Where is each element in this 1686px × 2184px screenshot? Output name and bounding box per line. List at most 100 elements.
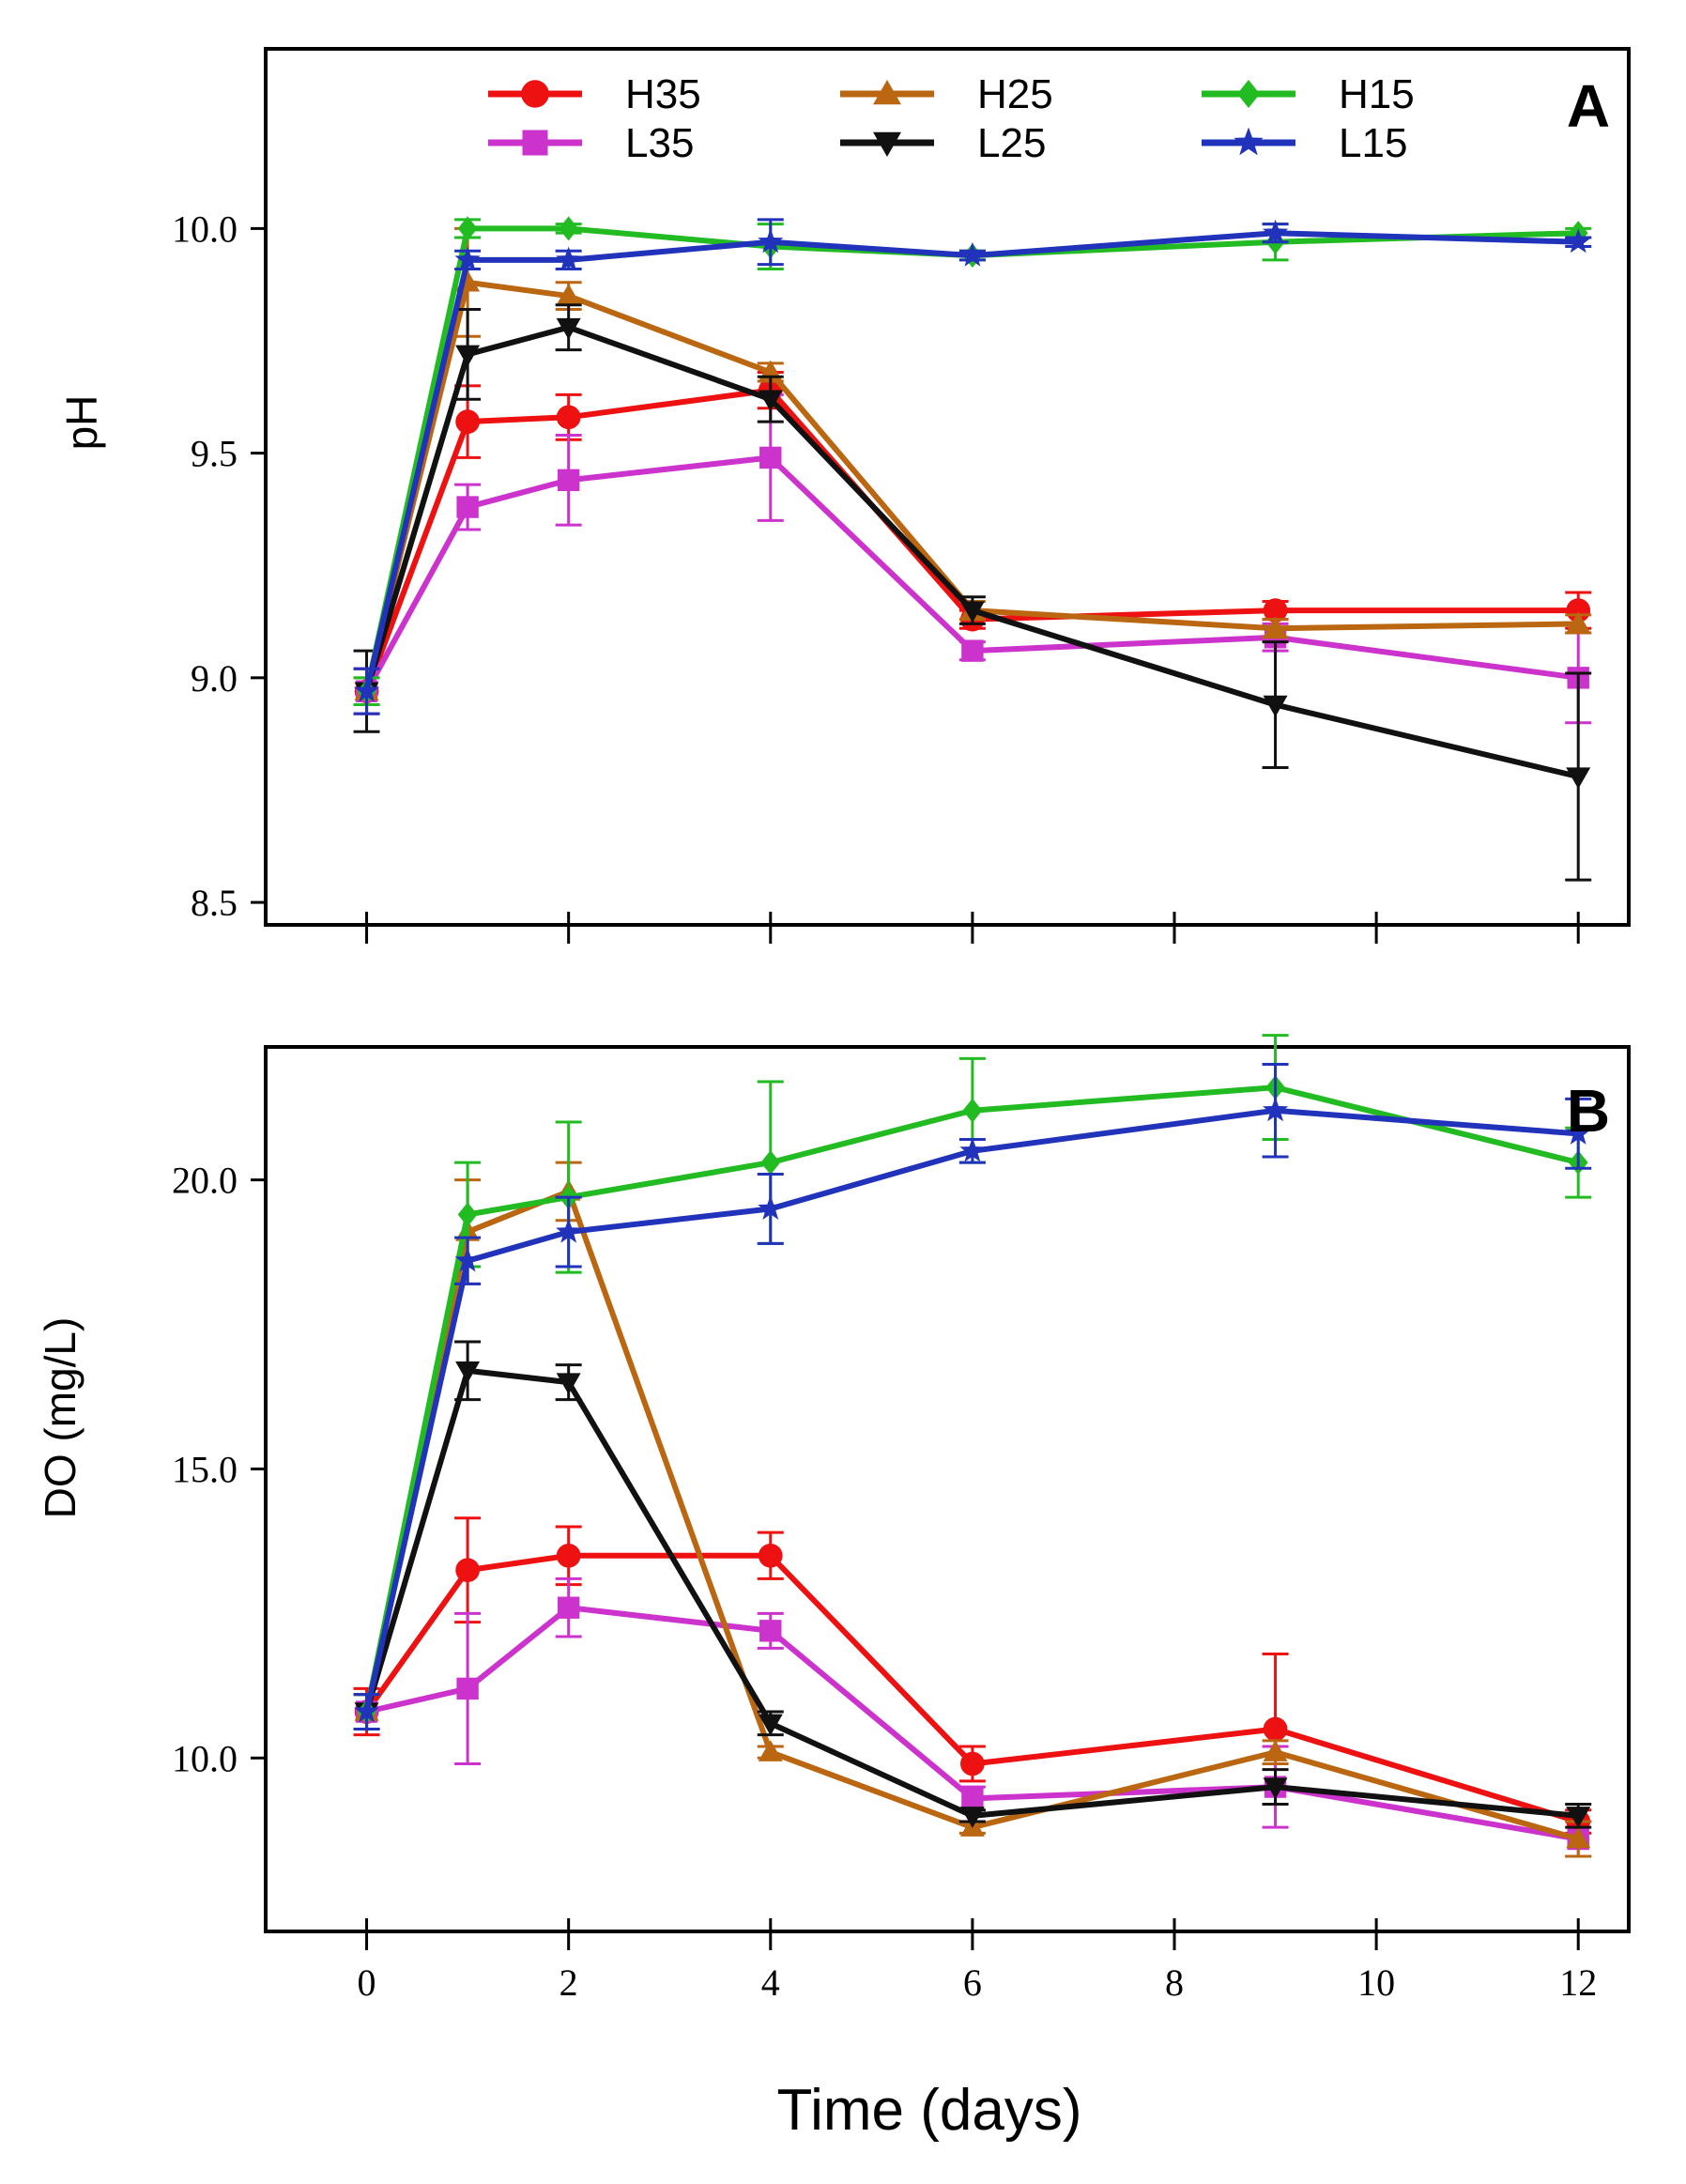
b-y-tick-label: 20.0 [172,1160,238,1202]
a-y-tick-label: 9.0 [191,657,238,700]
panel-b-frame [264,1045,1631,1933]
b-point-L25 [455,1361,481,1383]
b-x-tick-label: 0 [358,1961,376,2004]
a-point-H25 [1263,616,1288,638]
a-series-L35 [353,392,1592,725]
a-point-H35 [455,409,480,434]
a-y-tick-label: 10.0 [172,208,238,250]
a-point-L15 [556,246,582,271]
b-x-tick-label: 2 [559,1961,578,2004]
b-point-L25 [959,1807,985,1828]
b-line-H15 [363,1084,1579,1713]
a-point-L15 [1263,219,1289,244]
b-point-L35 [759,1620,782,1642]
legend-label-H35: H35 [625,71,701,117]
a-point-L15 [1565,228,1591,254]
b-point-H25 [1566,1826,1591,1849]
a-series-L15 [353,218,1592,715]
legend-marker-L15 [1234,127,1264,156]
b-point-L25 [556,1373,581,1395]
b-series-L15 [353,1062,1592,1731]
b-point-H35 [556,1543,581,1568]
a-point-L25 [959,601,985,623]
a-point-H15 [559,216,579,241]
b-point-L25 [758,1714,783,1736]
legend-marker-H35 [521,80,549,108]
panel-b-do-chart: 10.0 15.0 20.0 0 2 4 6 8 10 12 DO (mg/L) B [36,1034,1631,2004]
panel-b-ticks [251,1178,1580,1950]
b-point-L15 [556,1218,582,1243]
b-series-L25 [353,1340,1592,1829]
legend-label-L15: L15 [1339,120,1407,166]
a-point-L15 [758,228,784,254]
legend-marker-H25 [873,80,901,105]
legend-item-H15: H15 [1202,71,1415,117]
panel-a-frame [264,47,1631,927]
panel-b-y-tick-labels: 10.0 15.0 20.0 [172,1160,238,1780]
b-line-H25 [363,1188,1580,1842]
b-y-tick-label: 15.0 [172,1448,238,1490]
b-series-H35 [353,1516,1592,1835]
b-point-L15 [959,1137,986,1162]
b-point-L15 [758,1195,784,1220]
a-point-H25 [1566,611,1591,634]
b-point-H25 [758,1740,783,1761]
b-point-L15 [454,1247,481,1272]
b-point-H35 [758,1543,783,1568]
a-point-L35 [759,446,782,469]
b-point-H35 [960,1751,985,1776]
a-point-L35 [456,496,479,518]
b-point-L25 [1263,1777,1288,1800]
b-point-H25 [1263,1740,1288,1761]
b-point-H15 [457,1202,478,1227]
a-y-tick-label: 8.5 [191,882,238,924]
b-point-H15 [760,1150,781,1176]
legend-item-H25: H25 [840,71,1053,117]
legend-item-L25: L25 [840,120,1046,166]
a-point-L15 [454,246,481,271]
b-x-tick-label: 12 [1559,1961,1597,2004]
legend-marker-H15 [1237,80,1260,108]
b-point-H35 [455,1558,480,1583]
a-point-H35 [556,405,581,430]
legend-item-L35: L35 [488,120,694,166]
b-x-tick-label: 4 [761,1961,780,2004]
b-point-H15 [962,1098,983,1123]
panel-b-x-tick-labels: 0 2 4 6 8 10 12 [358,1961,1598,2004]
b-point-L35 [456,1677,479,1700]
a-line-L25 [363,324,1579,780]
legend-marker-L35 [522,130,548,156]
b-point-H35 [1263,1716,1288,1742]
b-x-tick-label: 6 [963,1961,982,2004]
a-point-L35 [961,639,984,662]
a-series-H25 [353,226,1592,707]
legend-item-H35: H35 [488,71,701,117]
a-point-L25 [1566,767,1591,790]
panel-a-ticks [251,226,1580,944]
a-point-L15 [959,241,986,267]
a-series-H35 [353,370,1592,715]
a-point-L25 [1263,695,1288,717]
legend-label-L35: L35 [625,120,694,166]
b-y-tick-label: 10.0 [172,1737,238,1779]
a-point-H25 [556,284,581,305]
a-point-L15 [354,677,380,702]
a-y-tick-label: 9.5 [191,433,238,475]
b-point-L15 [1263,1097,1289,1122]
panel-a-y-tick-labels: 8.5 9.0 9.5 10.0 [172,208,238,924]
legend-label-H15: H15 [1339,71,1415,117]
a-point-H15 [457,216,478,241]
panel-b-letter: B [1567,1077,1610,1145]
a-point-L25 [556,317,581,340]
a-point-L35 [557,469,580,492]
a-series-L25 [353,303,1592,882]
legend-label-L25: L25 [977,120,1046,166]
panel-a-series [353,216,1592,882]
b-point-L15 [354,1698,380,1723]
a-point-L25 [758,390,783,412]
panel-a-letter: A [1567,72,1610,140]
panel-a-y-axis-label: pH [57,395,106,451]
panel-b-series [353,1034,1592,1858]
